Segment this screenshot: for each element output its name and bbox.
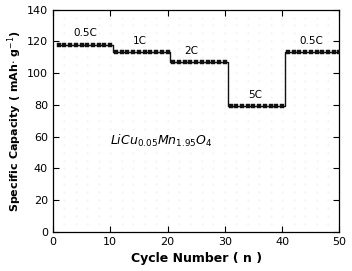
X-axis label: Cycle Number ( n ): Cycle Number ( n ): [131, 253, 262, 265]
Text: 0.5C: 0.5C: [299, 36, 323, 46]
Text: 5C: 5C: [248, 90, 262, 100]
Text: 1C: 1C: [133, 36, 147, 46]
Y-axis label: Specific Capacity ( mAh$\cdot$ g$^{-1}$): Specific Capacity ( mAh$\cdot$ g$^{-1}$): [6, 30, 24, 212]
Text: LiCu$_{0.05}$Mn$_{1.95}$O$_{4}$: LiCu$_{0.05}$Mn$_{1.95}$O$_{4}$: [110, 133, 213, 149]
Text: 0.5C: 0.5C: [73, 28, 97, 38]
Text: 2C: 2C: [185, 46, 199, 56]
